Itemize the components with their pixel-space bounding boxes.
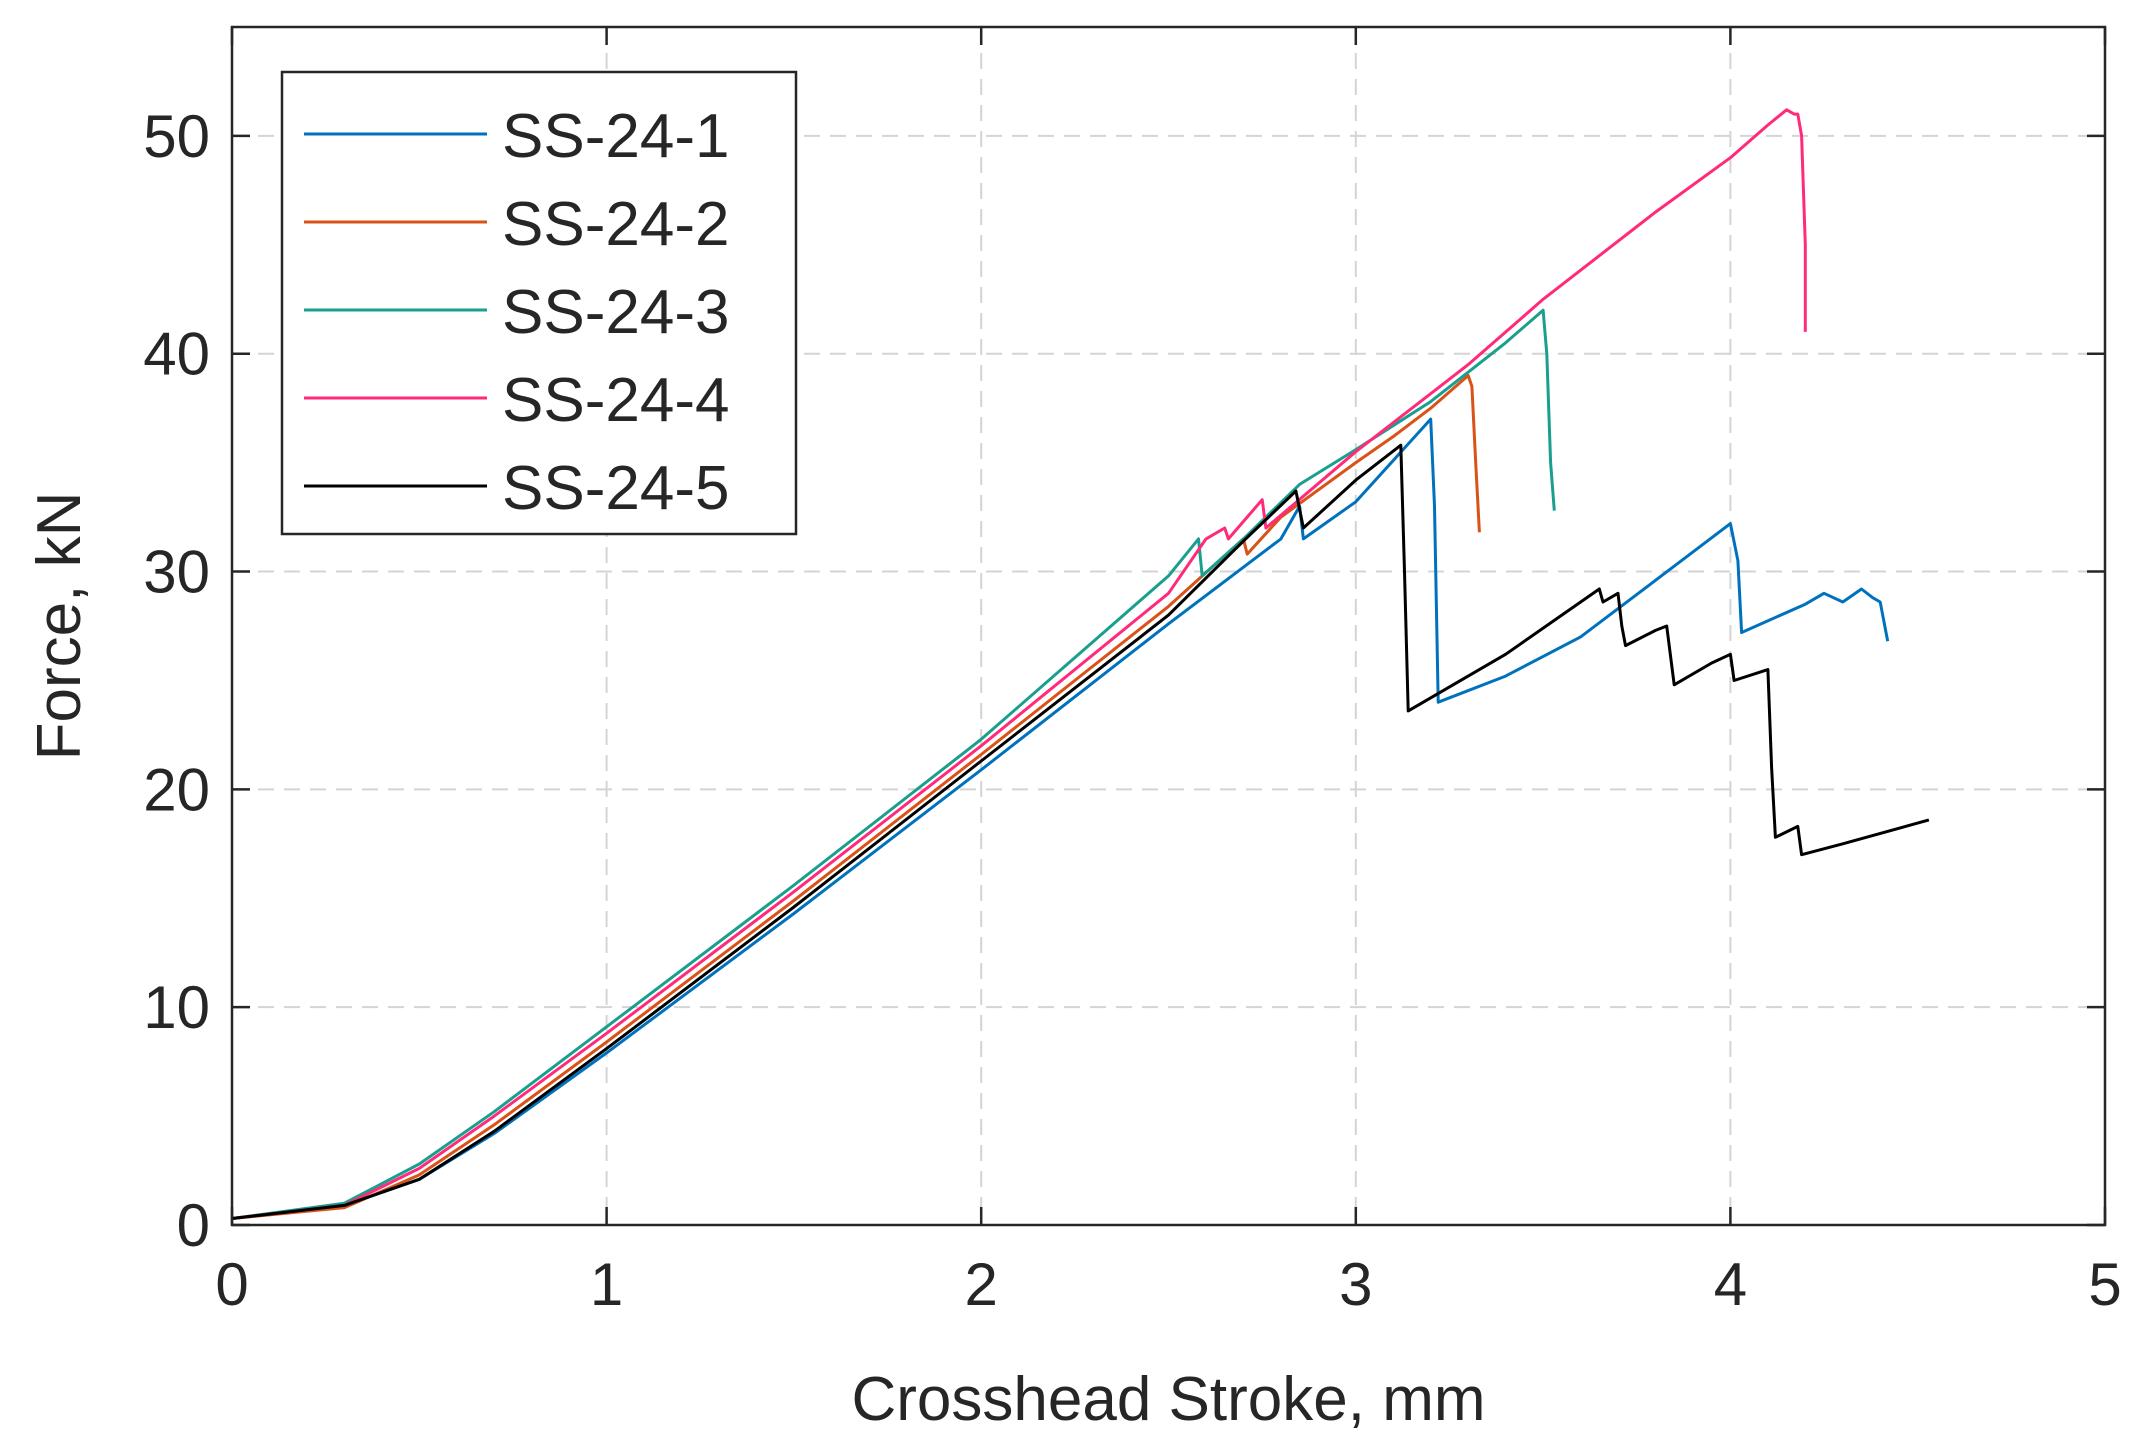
x-tick-label: 1 xyxy=(590,1251,623,1318)
x-axis-label: Crosshead Stroke, mm xyxy=(852,1365,1486,1434)
series-line-2 xyxy=(231,374,1481,1220)
legend-label-5: SS-24-5 xyxy=(502,454,729,523)
x-tick-label: 5 xyxy=(2088,1251,2121,1318)
series-group xyxy=(231,108,1930,1220)
legend-label-4: SS-24-4 xyxy=(502,366,729,435)
x-tick-label: 2 xyxy=(965,1251,998,1318)
y-tick-label: 0 xyxy=(177,1192,210,1259)
legend-label-3: SS-24-3 xyxy=(502,278,729,347)
x-tick-label: 4 xyxy=(1714,1251,1747,1318)
y-axis-label: Force, kN xyxy=(25,492,94,761)
series-line-4 xyxy=(231,108,1807,1220)
legend-label-1: SS-24-1 xyxy=(502,102,729,171)
y-tick-label: 30 xyxy=(143,539,210,606)
legend-label-2: SS-24-2 xyxy=(502,190,729,259)
series-line-1 xyxy=(231,417,1890,1220)
series-line-5 xyxy=(231,443,1930,1220)
series-line-3 xyxy=(231,308,1556,1220)
y-tick-label: 20 xyxy=(143,756,210,823)
x-tick-label: 3 xyxy=(1339,1251,1372,1318)
legend: SS-24-1 SS-24-2 SS-24-3 SS-24-4 SS-24-5 xyxy=(280,70,798,536)
x-tick-label: 0 xyxy=(215,1251,248,1318)
y-tick-label: 10 xyxy=(143,974,210,1041)
axes-box xyxy=(230,25,2107,1227)
y-tick-label: 40 xyxy=(143,321,210,388)
y-tick-label: 50 xyxy=(143,103,210,170)
legend-box xyxy=(280,70,798,536)
